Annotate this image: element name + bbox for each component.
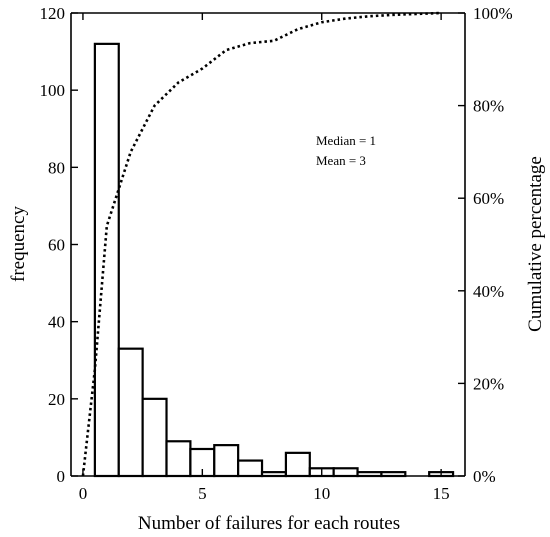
y-tick-label: 40 <box>48 313 65 332</box>
x-tick-label: 0 <box>79 484 88 503</box>
y2-tick-label: 100% <box>473 4 513 23</box>
y-tick-label: 60 <box>48 236 65 255</box>
x-axis-title: Number of failures for each routes <box>138 513 400 534</box>
y-tick-label: 80 <box>48 158 65 177</box>
histogram-bar-2 <box>117 347 144 478</box>
cumulative-percentage-line <box>81 11 442 477</box>
y2-tick-label: 40% <box>473 282 504 301</box>
x-tick-label: 15 <box>433 484 450 503</box>
y-tick-label: 0 <box>57 467 66 486</box>
bars-group <box>93 42 455 478</box>
histogram-bar-4 <box>165 440 192 478</box>
histogram-bar-6 <box>213 444 240 478</box>
histogram-bar-9 <box>284 451 311 478</box>
y2-tick-label: 80% <box>473 97 504 116</box>
ticks-group: 0 5 10 15 0 20 40 60 80 100 120 0% 20% 40% 60% 80% 100% <box>40 4 513 503</box>
y-axis-title: frequency <box>8 206 29 282</box>
y2-tick-label: 20% <box>473 374 504 393</box>
median-annotation: Median = 1 <box>316 133 376 148</box>
histogram-bar-3 <box>141 397 168 478</box>
x-tick-label: 5 <box>198 484 207 503</box>
mean-annotation: Mean = 3 <box>316 153 366 168</box>
histogram-bar-11 <box>332 467 359 478</box>
y2-axis-title: Cumulative percentage <box>525 156 546 332</box>
y2-tick-label: 0% <box>473 467 496 486</box>
y-tick-label: 20 <box>48 390 65 409</box>
y-tick-label: 120 <box>40 4 66 23</box>
x-tick-label: 10 <box>313 484 330 503</box>
cumulative-line-group <box>81 11 442 477</box>
histogram-bar-7 <box>237 459 264 478</box>
y2-tick-label: 60% <box>473 189 504 208</box>
y-tick-label: 100 <box>40 81 66 100</box>
histogram-bar-1 <box>93 42 120 478</box>
